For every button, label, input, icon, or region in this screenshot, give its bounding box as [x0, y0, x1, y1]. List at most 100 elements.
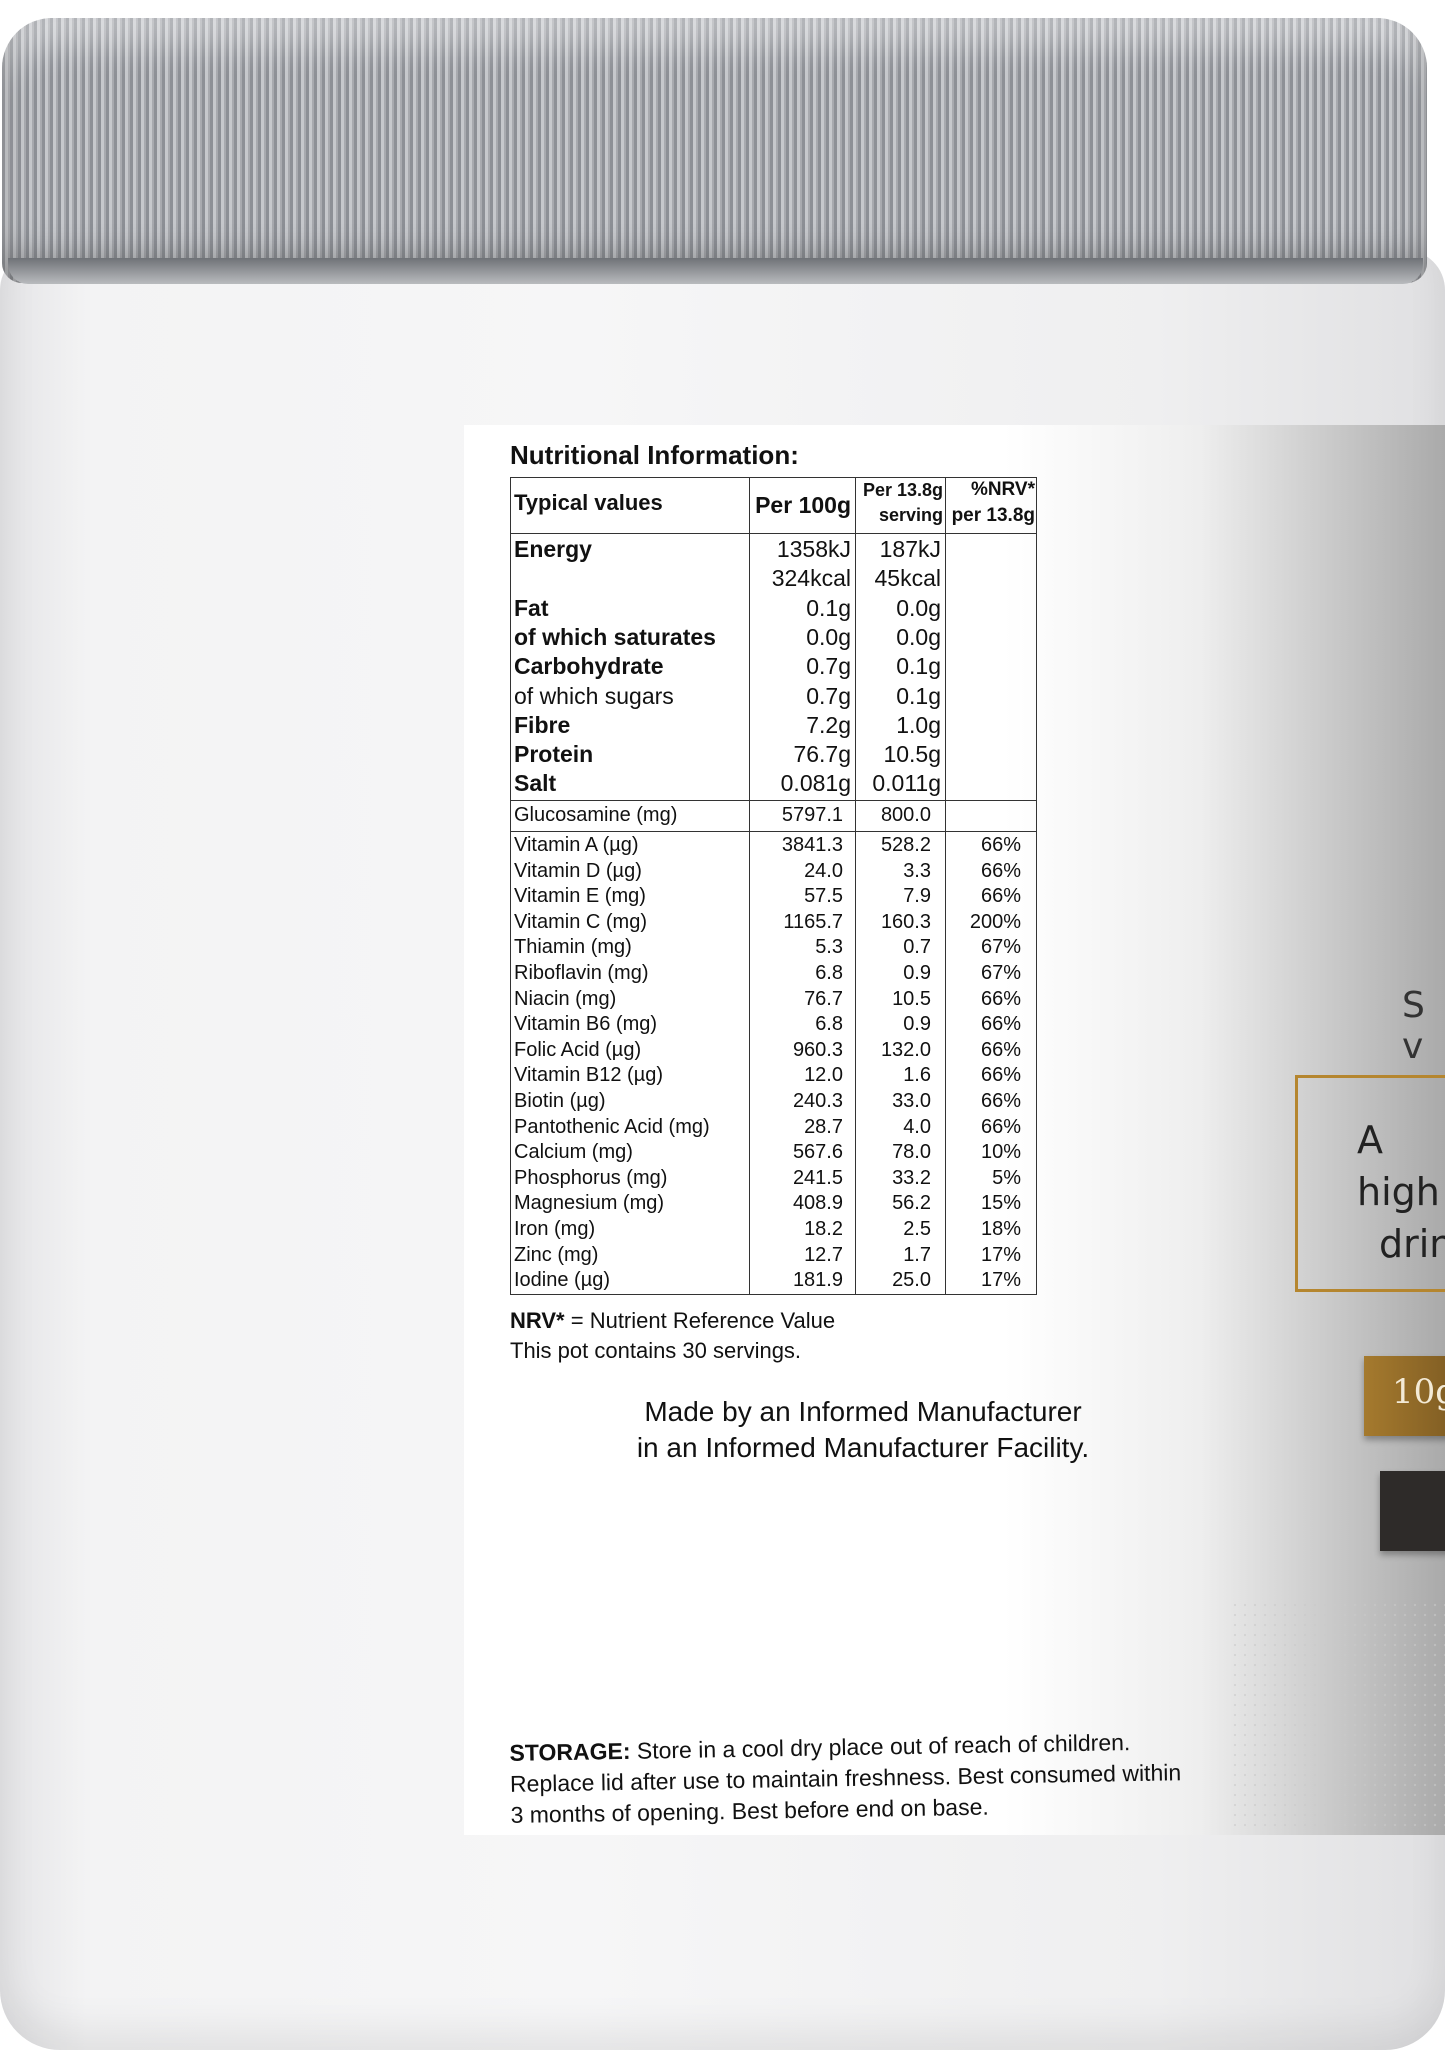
vitamin-per100: 6.8 — [815, 962, 843, 984]
vitamin-per100: 241.5 — [792, 1166, 843, 1189]
tagline-line-2: drin — [1379, 1222, 1445, 1266]
header-typical: Typical values — [514, 490, 663, 515]
row-per100: 7.2g — [806, 711, 851, 738]
tagline-line-1: A high — [1357, 1118, 1440, 1214]
vitamin-nrv: 66% — [980, 859, 1021, 882]
vitamin-per100: 76.7 — [804, 987, 843, 1010]
header-per100: Per 100g — [755, 492, 851, 518]
nutrition-title: Nutritional Information: — [510, 440, 799, 470]
row-divider — [511, 831, 1036, 832]
row-label: Energy — [514, 536, 592, 562]
vitamin-serving: 528.2 — [880, 834, 931, 856]
vitamin-nrv: 66% — [980, 1013, 1021, 1036]
row-label: Fat — [514, 594, 549, 621]
vitamin-serving: 132.0 — [880, 1038, 931, 1061]
vitamin-serving: 160.3 — [880, 910, 931, 933]
row-per100: 0.081g — [780, 770, 851, 797]
vitamin-per100: 181.9 — [792, 1269, 843, 1292]
row-serving: 10.5g — [883, 741, 941, 768]
vitamin-label: Phosphorus (mg) — [514, 1166, 668, 1189]
vitamin-serving: 4.0 — [903, 1115, 931, 1138]
vitamin-per100: 960.3 — [792, 1038, 843, 1061]
header-nrv-1: %NRV* — [970, 479, 1035, 500]
storage-label: STORAGE: — [509, 1737, 631, 1766]
vitamin-label: Vitamin B6 (mg) — [514, 1013, 658, 1036]
glucosamine-label: Glucosamine (mg) — [514, 804, 678, 826]
storage-instructions: STORAGE: Store in a cool dry place out o… — [509, 1726, 1191, 1831]
vitamin-per100: 1165.7 — [783, 910, 843, 933]
dark-badge — [1380, 1471, 1445, 1551]
dot-pattern — [1230, 1600, 1445, 1830]
vitamin-label: Folic Acid (µg) — [514, 1038, 642, 1061]
vitamin-serving: 0.9 — [903, 962, 931, 984]
column-divider — [855, 478, 856, 1294]
header-serving-2: serving — [878, 505, 943, 525]
vitamin-per100: 408.9 — [792, 1192, 843, 1215]
vitamin-nrv: 66% — [980, 987, 1021, 1010]
gold-outline-box — [1295, 1075, 1445, 1292]
vitamin-label: Thiamin (mg) — [514, 936, 632, 959]
vitamin-nrv: 18% — [980, 1218, 1021, 1240]
vitamin-serving: 78.0 — [892, 1141, 931, 1164]
row-label: Salt — [514, 770, 557, 797]
manufacturer-note: Made by an Informed Manufacturer in an In… — [560, 1394, 1166, 1466]
vitamin-label: Biotin (µg) — [514, 1090, 606, 1112]
vitamin-nrv: 66% — [980, 1090, 1021, 1112]
vitamin-serving: 0.7 — [903, 936, 931, 959]
vitamin-serving: 1.6 — [903, 1064, 931, 1087]
jar-lid — [2, 18, 1427, 283]
vitamin-serving: 25.0 — [892, 1269, 931, 1292]
row-serving: 0.0g — [896, 594, 941, 621]
vitamin-label: Niacin (mg) — [514, 987, 617, 1010]
nutrition-table: Typical values Per 100g Per 13.8g serving %N… — [510, 477, 1037, 1295]
vitamin-per100: 57.5 — [804, 885, 843, 908]
front-tagline: A high drin — [1357, 1114, 1445, 1270]
row-per100: 0.1g — [806, 594, 851, 621]
protein-badge: 10g — [1364, 1356, 1445, 1436]
row-label: of which saturates — [514, 623, 716, 650]
row-per100: 76.7g — [793, 741, 851, 768]
row-label: of which sugars — [514, 682, 674, 709]
vitamin-nrv: 66% — [980, 885, 1021, 908]
vitamin-label: Iron (mg) — [514, 1218, 596, 1240]
vitamin-per100: 6.8 — [815, 1013, 843, 1036]
vitamin-label: Pantothenic Acid (mg) — [514, 1115, 710, 1138]
vitamin-serving: 3.3 — [903, 859, 931, 882]
vitamin-nrv: 66% — [980, 1038, 1021, 1061]
vitamin-nrv: 5% — [992, 1166, 1021, 1189]
vitamin-label: Vitamin D (µg) — [514, 859, 642, 882]
vitamin-label: Zinc (mg) — [514, 1243, 599, 1266]
header-nrv-2: per 13.8g — [951, 505, 1035, 526]
vitamin-serving: 33.0 — [892, 1090, 931, 1112]
vitamin-label: Magnesium (mg) — [514, 1192, 665, 1215]
vitamin-nrv: 17% — [980, 1269, 1021, 1292]
manufacturer-line-1: Made by an Informed Manufacturer — [644, 1396, 1082, 1427]
vitamin-per100: 3841.3 — [781, 834, 843, 856]
vitamin-label: Vitamin A (µg) — [514, 834, 639, 856]
vitamin-nrv: 66% — [980, 834, 1021, 856]
vitamin-nrv: 66% — [980, 1064, 1021, 1087]
glucosamine-serving: 800.0 — [880, 804, 931, 826]
row-label: Fibre — [514, 711, 571, 738]
column-divider — [945, 478, 946, 1294]
nrv-abbrev: NRV* — [510, 1308, 565, 1333]
row-per100: 1358kJ — [776, 536, 851, 562]
vitamin-nrv: 10% — [980, 1141, 1021, 1164]
vitamin-nrv: 200% — [969, 910, 1021, 933]
row-serving: 0.011g — [872, 770, 941, 797]
row-serving: 187kJ — [879, 536, 941, 562]
vitamin-per100: 24.0 — [804, 859, 843, 882]
row-divider — [511, 533, 1036, 534]
vitamin-label: Riboflavin (mg) — [514, 962, 649, 984]
vitamin-nrv: 66% — [980, 1115, 1021, 1138]
header-serving-1: Per 13.8g — [862, 480, 943, 500]
vitamin-per100: 12.7 — [804, 1243, 843, 1266]
vitamin-nrv: 15% — [980, 1192, 1021, 1215]
row-per100: 0.7g — [806, 682, 851, 709]
nrv-definition: = Nutrient Reference Value — [564, 1308, 836, 1333]
manufacturer-line-2: in an Informed Manufacturer Facility. — [636, 1432, 1090, 1463]
vitamin-nrv: 17% — [980, 1243, 1021, 1266]
vitamin-nrv: 67% — [980, 962, 1021, 984]
vitamin-per100: 28.7 — [804, 1115, 843, 1138]
servings-note: This pot contains 30 servings. — [510, 1338, 802, 1363]
